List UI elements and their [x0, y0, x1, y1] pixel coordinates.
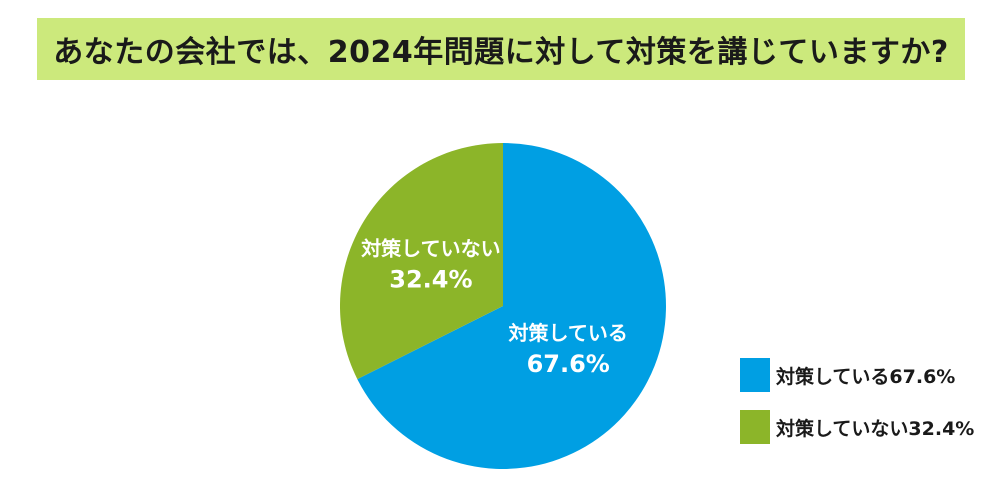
legend-item-taisaku-shiteiru: 対策している67.6% [740, 358, 974, 392]
legend-swatch-blue [740, 358, 770, 392]
legend-label: 対策していない32.4% [776, 417, 975, 440]
slice-label-taisaku-shiteinai: 対策していない [360, 237, 500, 261]
slice-value-taisaku-shiteiru: 67.6% [527, 350, 610, 378]
legend: 対策している67.6% 対策していない32.4% [740, 358, 974, 462]
legend-label: 対策している67.6% [776, 365, 956, 388]
chart-title: あなたの会社では、2024年問題に対して対策を講じていますか? [53, 35, 949, 70]
slice-label-taisaku-shiteiru: 対策している [507, 321, 627, 345]
pie-slice-labels: 対策している 67.6% 対策していない 32.4% [360, 237, 628, 379]
title-banner: あなたの会社では、2024年問題に対して対策を講じていますか? [37, 18, 965, 80]
pie-slice-taisaku-shiteinai [339, 142, 503, 380]
pie-slices [339, 142, 666, 470]
legend-item-taisaku-shiteinai: 対策していない32.4% [740, 410, 974, 444]
legend-swatch-green [740, 410, 770, 444]
pie-slice-taisaku-shiteiru [357, 143, 666, 470]
slice-value-taisaku-shiteinai: 32.4% [389, 266, 472, 294]
